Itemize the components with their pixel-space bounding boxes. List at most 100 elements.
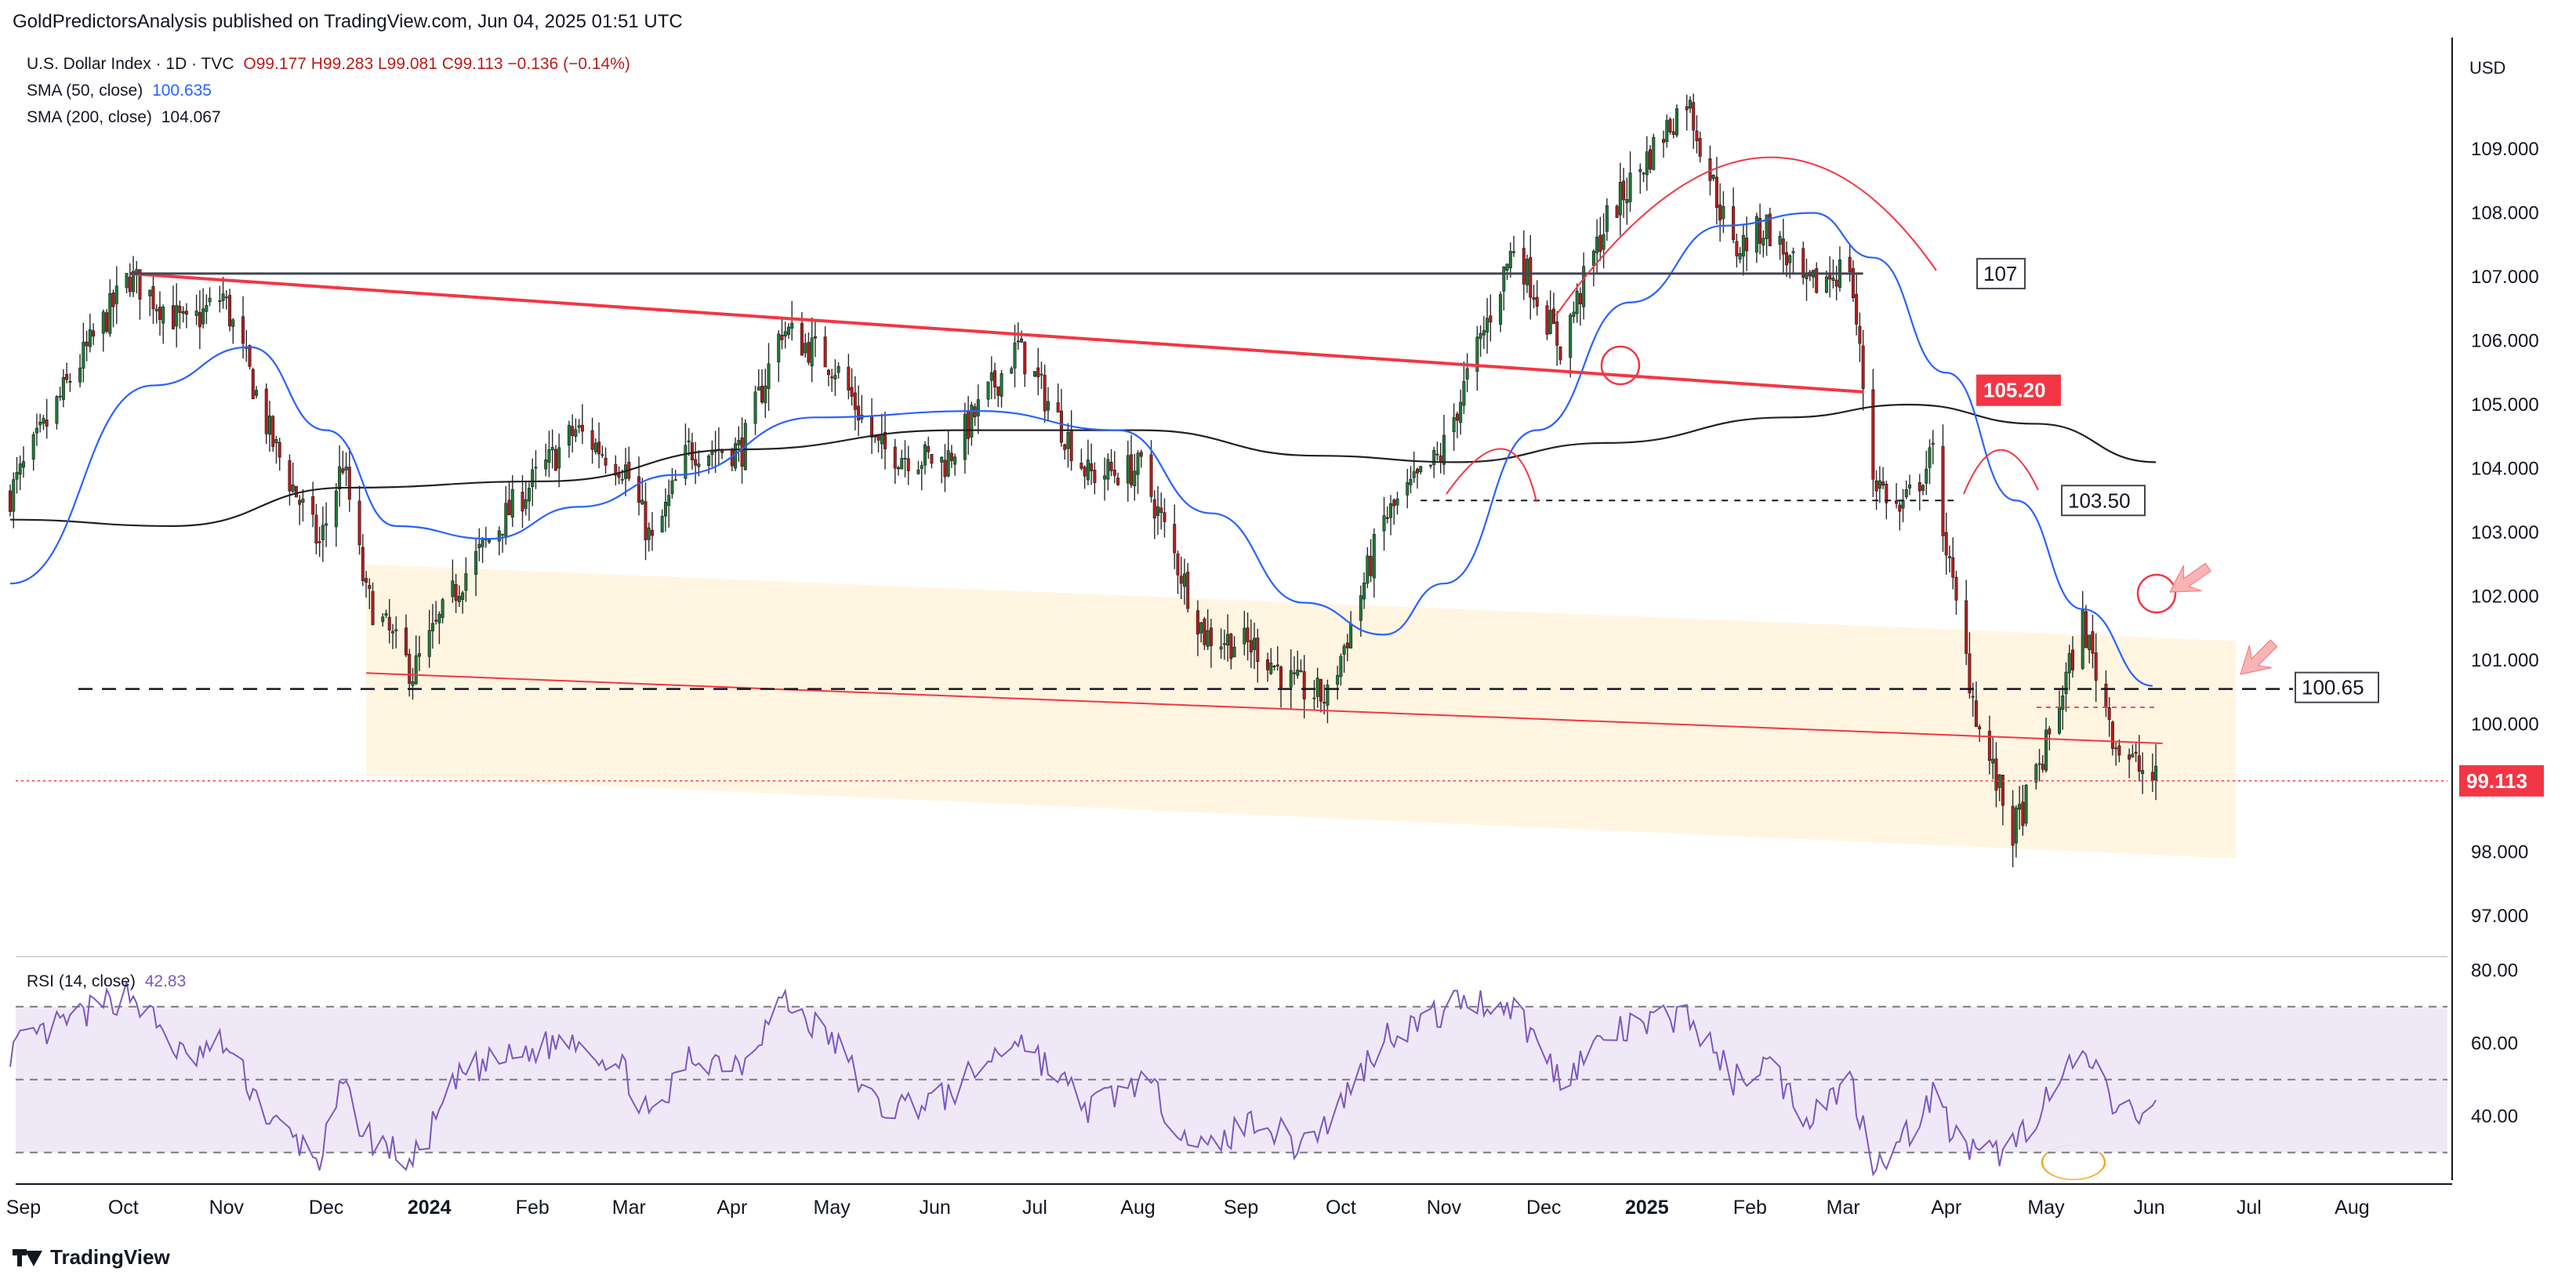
candle-body [737,440,741,445]
candle-body [454,584,458,601]
candle-up [670,467,674,500]
candle-body [474,550,478,575]
candle-down [1292,656,1296,685]
candle-body [321,525,325,540]
candle-body [1947,556,1951,558]
label-100-65-box [2295,671,2379,703]
tradingview-footer[interactable]: TradingView [13,1245,170,1270]
candle-body [255,390,259,396]
candle-down [105,309,109,333]
candle-body [1359,595,1362,621]
candle-up [208,287,212,307]
candle-down [9,484,13,517]
sma50-legend[interactable]: SMA (50, close) 100.635 [27,82,212,100]
price-tick-label: 104.000 [2471,459,2539,480]
candle-down [68,372,72,392]
candle-body [461,592,465,601]
candle-body [21,461,25,468]
label-107: 107 [1976,257,2026,289]
candle-down [807,332,811,365]
time-tick-label: Dec [1526,1197,1561,1219]
sma50-line[interactable] [9,212,2153,687]
candle-down [1615,204,1619,218]
candle-down [617,466,621,485]
candle-body [267,415,271,435]
candle-body [55,396,59,424]
candle-body [1459,401,1463,423]
candle-body [325,523,328,526]
candle-down [1622,167,1626,219]
candle-body [1931,442,1935,445]
candle-body [1622,180,1626,201]
trendline[interactable] [129,271,1863,394]
candle-down [1735,233,1739,268]
candle-up [1904,480,1908,500]
candle-down [967,395,971,456]
candle-body [1043,375,1047,412]
time-tick-label: Feb [1733,1197,1767,1219]
candle-body [251,369,255,400]
candle-up [2014,805,2018,858]
candle-body [753,391,757,424]
candle-body [1395,498,1399,506]
candle-down [993,362,997,400]
candle-down [1954,570,1958,616]
candle-body [1569,314,1573,358]
candle-body [557,447,561,469]
time-tick-label: Feb [516,1197,550,1219]
candle-down [2094,633,2098,703]
rsi-line[interactable] [9,982,2157,1177]
candle-body [1203,619,1206,645]
candle-up [321,506,325,562]
candle-up [175,283,179,348]
candle-body [783,331,787,337]
candle-body [2037,763,2041,765]
candle-body [1455,413,1459,421]
candle-down [943,444,947,492]
candle-up [1805,258,1809,301]
candles [9,93,2158,868]
candle-down [644,482,648,561]
candle-down [2021,784,2025,836]
candle-up [325,502,328,547]
trendline[interactable] [366,672,2163,744]
candle-body [68,380,72,383]
candle-down [857,385,861,437]
candle-body [347,467,351,500]
candle-body [857,405,861,421]
candle-body [1442,434,1446,465]
candle-up [660,509,664,533]
candle-body [670,480,674,495]
candle-body [1738,252,1742,260]
candle-body [2104,683,2108,708]
candle-up [78,354,82,387]
candle-body [65,373,69,380]
candle-body [2061,695,2065,710]
candle-body [510,489,514,518]
candle-down [271,415,275,452]
candle-body [1951,557,1955,578]
sma200-legend[interactable]: SMA (200, close) 104.067 [27,108,221,127]
candle-body [365,578,368,583]
candle-body [1965,600,1968,654]
candle-up [860,394,864,423]
candle-body [224,296,228,299]
price-tick-label: 101.000 [2471,650,2539,671]
candle-body [1046,401,1050,411]
candle-down [534,450,538,489]
candle-up [1754,213,1758,263]
symbol-legend[interactable]: U.S. Dollar Index · 1D · TVC O99.177 H99… [27,55,630,74]
candle-down [507,482,511,516]
candle-body [1289,670,1293,688]
candle-up [1372,528,1376,598]
candle-body [111,292,115,307]
candle-down [2041,754,2044,773]
candle-up [767,343,771,412]
candle-body [590,430,594,450]
rsi-legend[interactable]: RSI (14, close) 42.83 [27,972,186,991]
candle-up [2034,762,2038,790]
candle-up [201,288,205,329]
sma200-line[interactable] [9,403,2157,527]
candle-down [604,447,608,474]
